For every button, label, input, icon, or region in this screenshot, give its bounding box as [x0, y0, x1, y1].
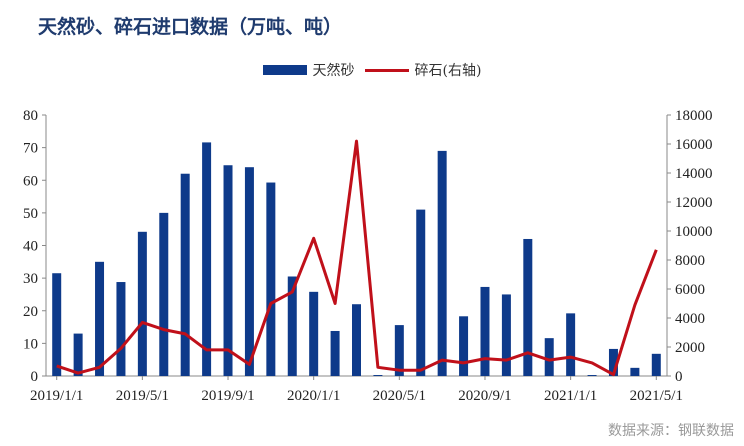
legend-swatch-line — [364, 68, 409, 72]
series-line — [56, 139, 658, 377]
bar — [587, 375, 597, 376]
y-right-tick-label: 6000 — [675, 282, 705, 298]
y-right-tick-label: 16000 — [675, 137, 713, 153]
bar — [459, 316, 469, 376]
bar — [566, 313, 576, 376]
y-right-tick-label: 4000 — [675, 311, 705, 327]
bar — [330, 330, 340, 376]
bar — [116, 282, 126, 376]
bar — [608, 348, 618, 376]
x-tick-label: 2019/1/1 — [30, 388, 83, 404]
legend: 天然砂 碎石(右轴) — [0, 60, 744, 80]
bar — [501, 294, 511, 376]
x-tick-label: 2020/5/1 — [373, 388, 426, 404]
legend-label-bar: 天然砂 — [312, 63, 355, 79]
y-left-tick-label: 30 — [23, 271, 38, 287]
legend-item-line: 碎石(右轴) — [364, 60, 482, 80]
y-left-tick-label: 50 — [23, 206, 38, 222]
bar — [480, 286, 490, 376]
bar — [394, 325, 404, 376]
y-left-tick-label: 70 — [23, 141, 38, 157]
y-right-tick-label: 2000 — [675, 340, 705, 356]
bar — [651, 353, 661, 376]
bar — [73, 333, 83, 376]
y-right-tick-label: 0 — [675, 369, 683, 385]
y-right-tick-label: 10000 — [675, 224, 713, 240]
bar — [202, 142, 212, 376]
y-left-tick-label: 20 — [23, 304, 38, 320]
bar — [266, 182, 276, 376]
bar — [373, 375, 383, 376]
y-left-tick-label: 10 — [23, 336, 38, 352]
y-right-tick-label: 8000 — [675, 253, 705, 269]
bar — [416, 209, 426, 376]
legend-label-line: 碎石(右轴) — [414, 63, 482, 79]
bar — [630, 367, 640, 376]
source-note: 数据来源：钢联数据 — [608, 423, 734, 439]
y-left-tick-label: 0 — [31, 369, 39, 385]
x-tick-label: 2020/9/1 — [458, 388, 511, 404]
x-tick-label: 2019/5/1 — [116, 388, 169, 404]
bar — [52, 273, 62, 376]
legend-swatch-bar — [262, 65, 307, 75]
bar — [352, 304, 361, 376]
bar — [544, 338, 554, 376]
y-left-tick-label: 60 — [23, 173, 38, 189]
y-left-tick-label: 40 — [23, 239, 38, 255]
x-tick-label: 2021/1/1 — [544, 388, 597, 404]
y-left-tick-label: 80 — [23, 108, 38, 124]
bar — [223, 165, 233, 376]
x-tick-label: 2019/9/1 — [201, 388, 254, 404]
bar — [244, 167, 254, 376]
chart-title: 天然砂、碎石进口数据（万吨、吨） — [38, 16, 343, 38]
bar — [523, 238, 533, 376]
y-right-tick-label: 14000 — [675, 166, 713, 182]
bar — [309, 291, 319, 376]
bar — [437, 150, 447, 376]
x-tick-label: 2021/5/1 — [630, 388, 683, 404]
bar — [95, 261, 105, 376]
legend-item-bar: 天然砂 — [262, 60, 355, 80]
y-right-tick-label: 12000 — [675, 195, 713, 211]
bar — [180, 173, 190, 376]
bar — [159, 212, 169, 376]
bar — [137, 231, 147, 376]
y-right-tick-label: 18000 — [675, 108, 713, 124]
bar — [287, 276, 297, 376]
x-tick-label: 2020/1/1 — [287, 388, 340, 404]
